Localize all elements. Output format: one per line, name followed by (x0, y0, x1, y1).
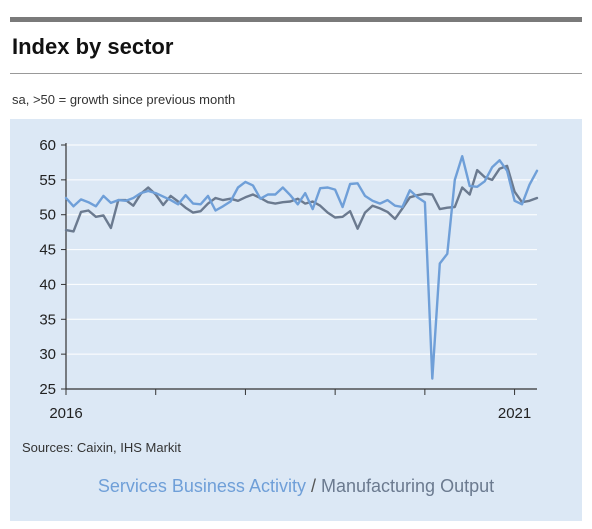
y-tick-label: 60 (39, 137, 56, 154)
series-lines (64, 154, 539, 380)
x-tick-label: 2021 (498, 405, 531, 422)
source-note: Sources: Caixin, IHS Markit (22, 440, 181, 455)
y-tick-label: 45 (39, 242, 56, 259)
top-rule (10, 17, 582, 22)
y-tick-label: 50 (39, 207, 56, 224)
y-axis-tick-labels: 60 55 50 45 40 35 30 25 (39, 137, 56, 398)
y-tick-label: 30 (39, 346, 56, 363)
axes (65, 143, 537, 390)
services-line (64, 154, 539, 380)
x-tick-label: 2016 (49, 405, 82, 422)
gridlines (61, 144, 537, 390)
legend-manufacturing-label: Manufacturing Output (321, 476, 495, 496)
legend-services-label: Services Business Activity (97, 476, 306, 496)
y-tick-label: 55 (39, 172, 56, 189)
legend: Services Business Activity / Manufacturi… (0, 476, 592, 497)
legend-separator: / (310, 476, 316, 496)
chart-panel (10, 119, 582, 521)
x-axis-tick-labels: 2016 2021 (49, 389, 531, 422)
y-tick-label: 35 (39, 311, 56, 328)
chart-subtitle: sa, >50 = growth since previous month (12, 92, 236, 107)
y-tick-label: 40 (39, 276, 56, 293)
manufacturing-line (64, 164, 539, 233)
title-divider (10, 73, 582, 74)
chart-title: Index by sector (12, 34, 174, 59)
y-tick-label: 25 (39, 381, 56, 398)
